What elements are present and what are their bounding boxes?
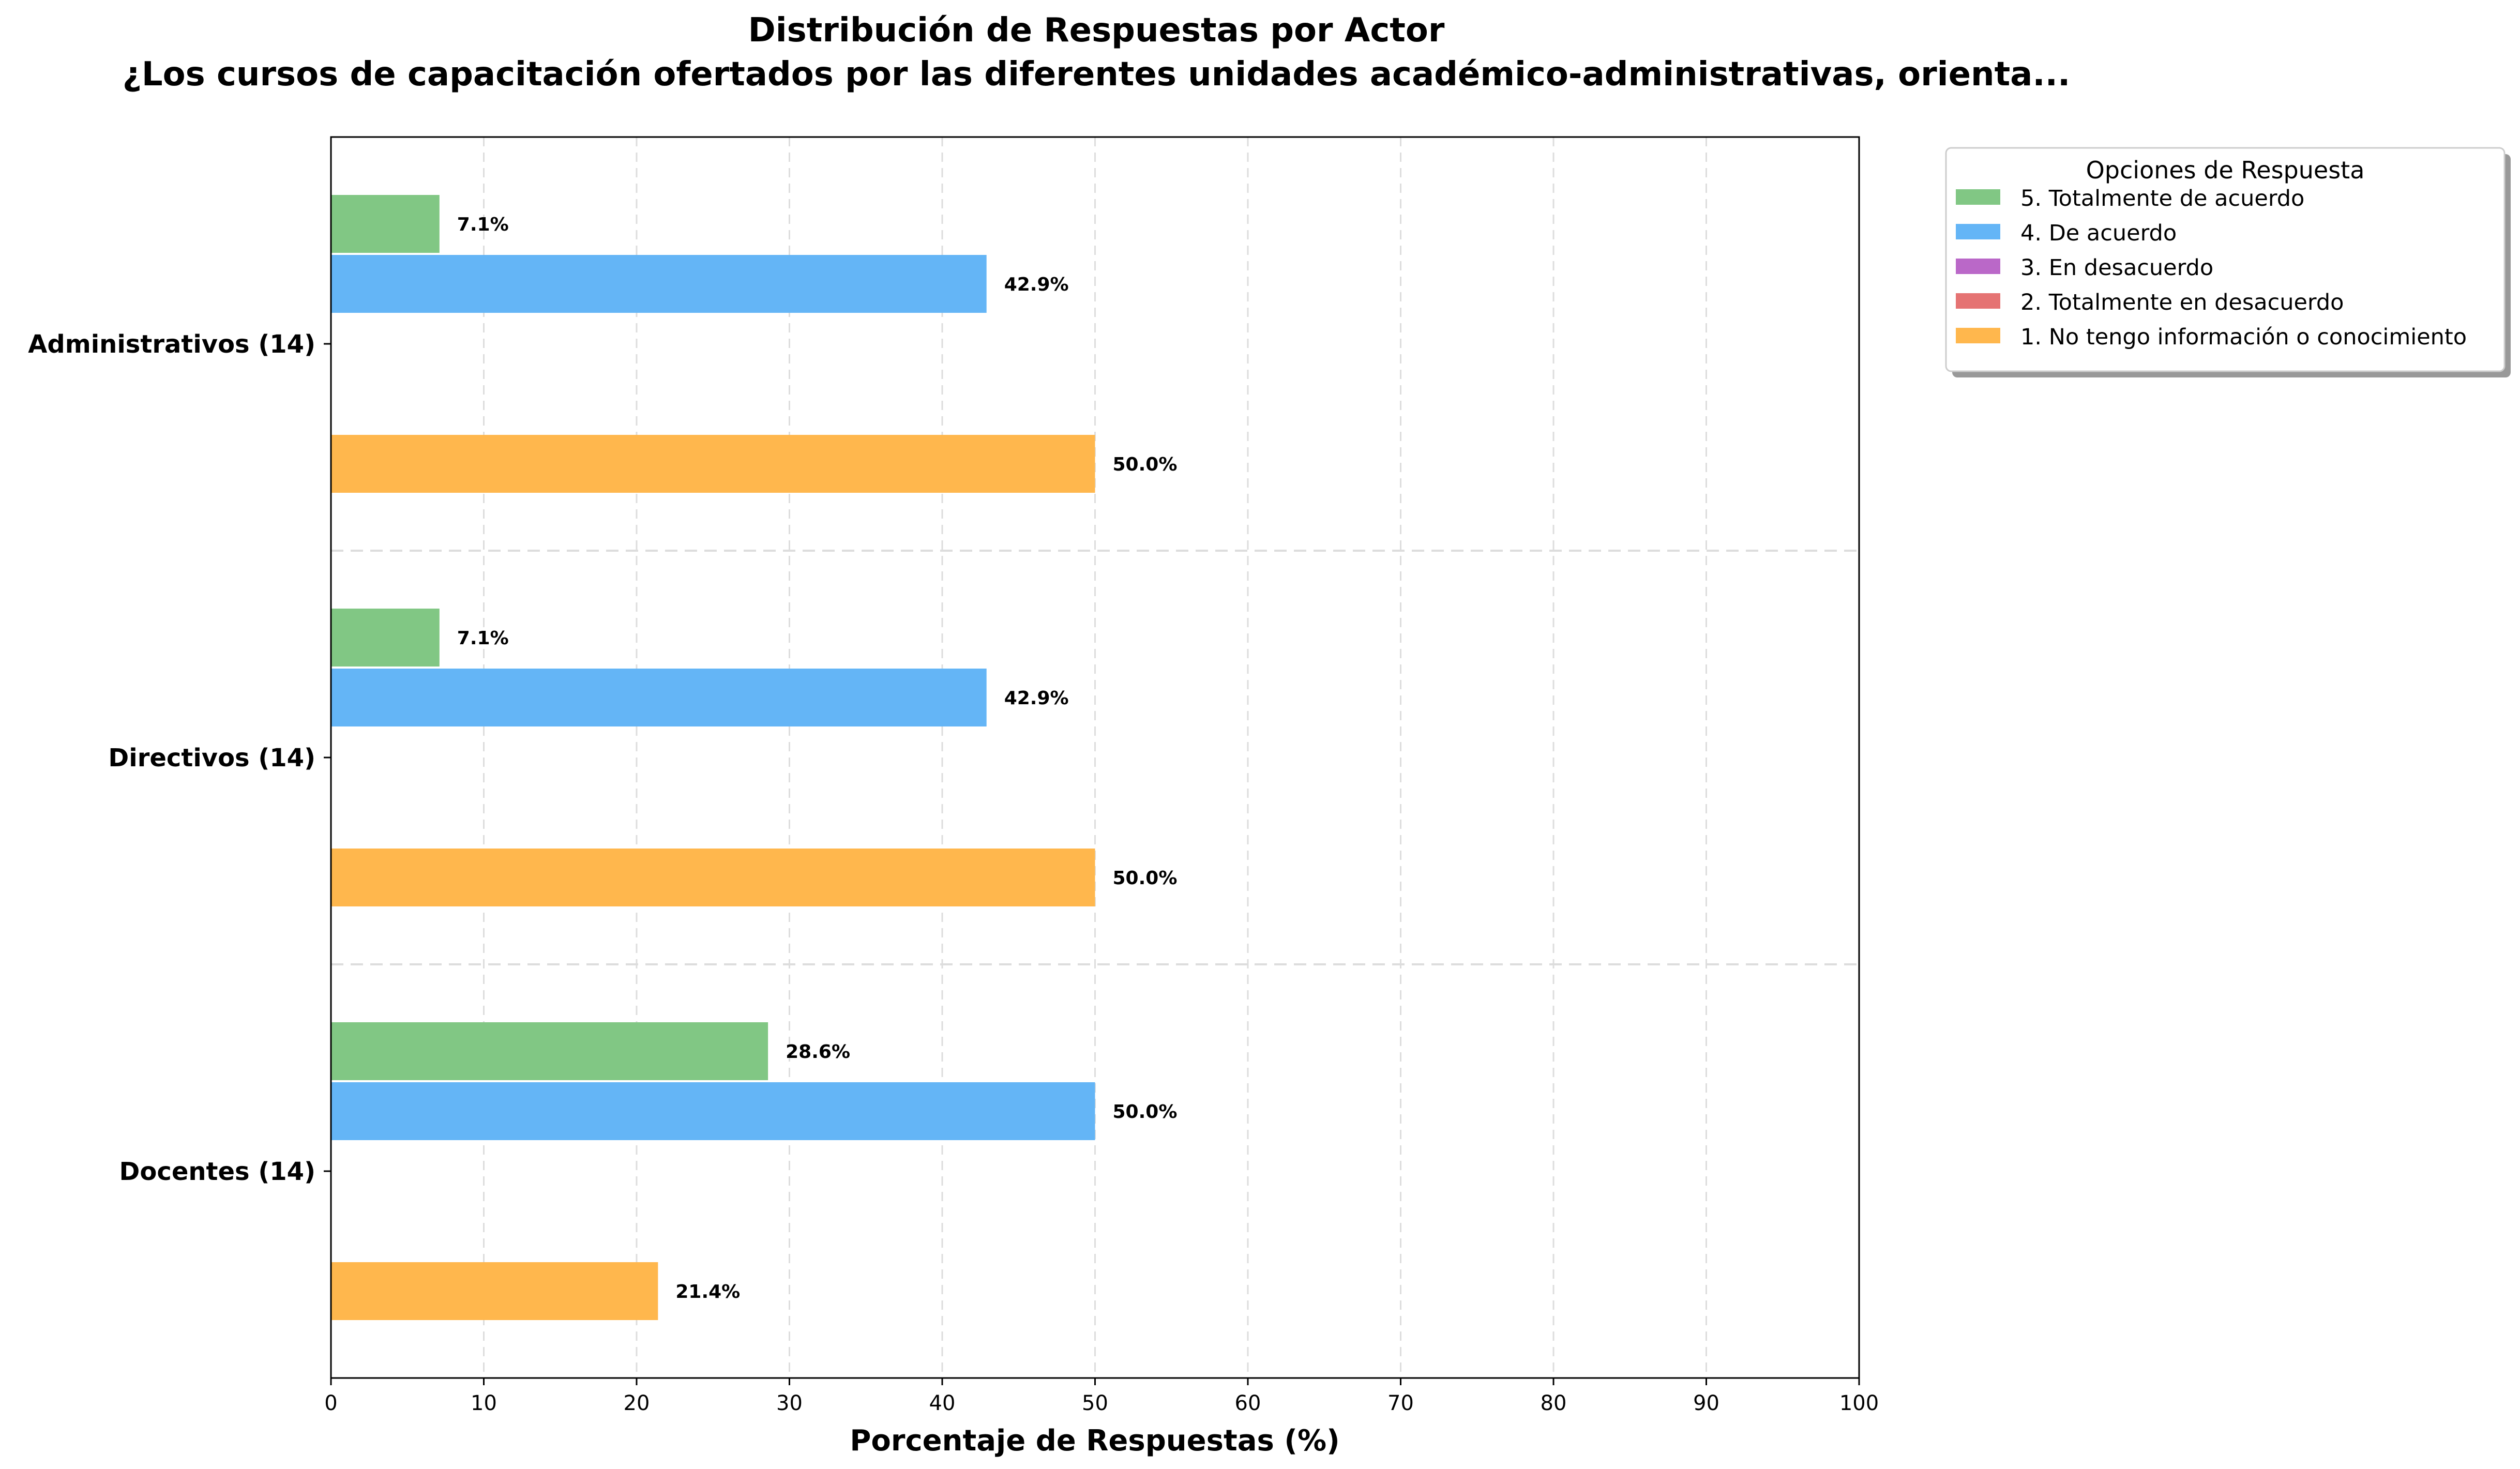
- category-label: Administrativos (14): [28, 330, 315, 359]
- data-label: 50.0%: [1113, 454, 1178, 475]
- bar: [331, 255, 987, 313]
- bar: [331, 669, 987, 726]
- legend-swatch: [1956, 328, 2000, 343]
- category-label: Docentes (14): [119, 1157, 315, 1186]
- grid-lines: [483, 137, 1707, 1378]
- legend-entry: 3. En desacuerdo: [2020, 255, 2213, 281]
- x-tick-label: 90: [1693, 1391, 1719, 1415]
- data-label: 7.1%: [457, 628, 509, 649]
- data-labels: 7.1% 42.9% 50.0% 7.1% 42.9% 50.0% 28.6% 50.0% 21…: [457, 214, 1178, 1303]
- x-tick-label: 80: [1541, 1391, 1567, 1415]
- legend-entry: 2. Totalmente en desacuerdo: [2020, 290, 2344, 315]
- legend-swatch: [1956, 189, 2000, 205]
- bar: [331, 1262, 658, 1320]
- x-tick-label: 30: [776, 1391, 803, 1415]
- category-label: Directivos (14): [108, 744, 315, 773]
- bar: [331, 849, 1095, 906]
- legend-items: 5. Totalmente de acuerdo 4. De acuerdo 3. …: [1956, 186, 2467, 350]
- legend-title: Opciones de Respuesta: [2086, 156, 2365, 184]
- data-label: 42.9%: [1004, 274, 1069, 295]
- bars: [331, 195, 1095, 1320]
- x-axis-label: Porcentaje de Respuestas (%): [850, 1424, 1339, 1458]
- chart-title: Distribución de Respuestas por Actor: [748, 11, 1445, 50]
- data-label: 7.1%: [457, 214, 509, 235]
- legend-swatch: [1956, 259, 2000, 274]
- x-tick-label: 40: [929, 1391, 956, 1415]
- bar: [331, 609, 440, 667]
- y-axis-categories: Administrativos (14) Directivos (14) Docen…: [28, 330, 331, 1186]
- x-tick-label: 60: [1235, 1391, 1261, 1415]
- legend: Opciones de Respuesta 5. Totalmente de a…: [1945, 147, 2511, 377]
- bar: [331, 195, 440, 253]
- legend-entry: 1. No tengo información o conocimiento: [2020, 324, 2467, 350]
- legend-swatch: [1956, 293, 2000, 309]
- bar: [331, 435, 1095, 493]
- data-label: 28.6%: [786, 1041, 850, 1063]
- legend-entry: 5. Totalmente de acuerdo: [2020, 186, 2304, 211]
- legend-swatch: [1956, 224, 2000, 239]
- data-label: 42.9%: [1004, 688, 1069, 709]
- data-label: 50.0%: [1113, 868, 1178, 889]
- data-label: 50.0%: [1113, 1101, 1178, 1123]
- data-label: 21.4%: [675, 1281, 740, 1303]
- x-tick-label: 10: [471, 1391, 497, 1415]
- bar: [331, 1082, 1095, 1140]
- legend-box: [1945, 147, 2506, 372]
- x-tick-label: 0: [324, 1391, 337, 1415]
- legend-entry: 4. De acuerdo: [2020, 220, 2177, 246]
- x-tick-label: 20: [624, 1391, 650, 1415]
- x-tick-label: 100: [1839, 1391, 1879, 1415]
- x-tick-label: 70: [1387, 1391, 1414, 1415]
- x-tick-label: 50: [1082, 1391, 1108, 1415]
- chart-subtitle: ¿Los cursos de capacitación ofertados po…: [123, 55, 2071, 94]
- bar: [331, 1022, 768, 1080]
- x-axis-ticks: 0 10 20 30 40 50 60 70 80 90 100: [324, 1378, 1879, 1415]
